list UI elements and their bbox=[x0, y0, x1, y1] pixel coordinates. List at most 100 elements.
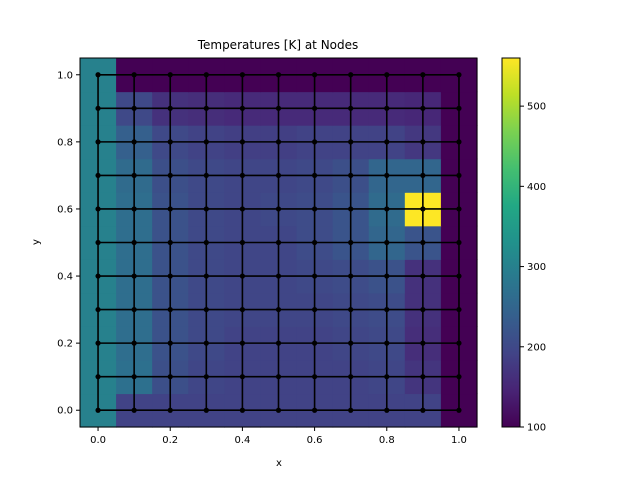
mesh-node bbox=[203, 105, 209, 111]
mesh-node bbox=[384, 340, 390, 346]
mesh-node bbox=[203, 139, 209, 145]
mesh-node bbox=[311, 273, 318, 279]
mesh-node bbox=[456, 340, 462, 346]
mesh-node bbox=[239, 306, 246, 313]
mesh-node bbox=[275, 407, 282, 413]
mesh-node bbox=[275, 273, 282, 279]
mesh-node bbox=[275, 340, 282, 346]
mesh-node bbox=[203, 239, 209, 246]
mesh-node bbox=[348, 273, 354, 279]
mesh-node bbox=[384, 105, 390, 111]
mesh-node bbox=[348, 407, 354, 413]
axes: 0.0 0.2 0.4 0.6 0.8 1.0 0.0 0.2 0.4 0.6 0.8 1.0 bbox=[57, 57, 478, 446]
mesh-node bbox=[131, 306, 137, 313]
mesh-node bbox=[384, 139, 390, 145]
mesh-node bbox=[131, 172, 137, 179]
mesh-node bbox=[239, 407, 246, 413]
mesh-node bbox=[384, 306, 390, 313]
mesh-node bbox=[239, 139, 246, 145]
mesh-node bbox=[239, 172, 246, 179]
mesh-node bbox=[456, 172, 462, 179]
mesh-node bbox=[167, 139, 173, 145]
mesh-node bbox=[203, 306, 209, 313]
mesh-node bbox=[95, 239, 101, 246]
mesh-node bbox=[95, 374, 101, 380]
colorbar-tick-label: 100 bbox=[527, 423, 546, 434]
mesh-node bbox=[203, 273, 209, 279]
mesh-node bbox=[167, 206, 173, 212]
mesh-node bbox=[384, 273, 390, 279]
mesh-node bbox=[348, 239, 354, 246]
mesh-node bbox=[420, 306, 426, 313]
mesh-node bbox=[420, 340, 426, 346]
colorbar-bar bbox=[501, 57, 521, 428]
mesh-node bbox=[167, 273, 173, 279]
mesh-node bbox=[95, 172, 101, 179]
y-tick-label: 0.8 bbox=[57, 137, 73, 148]
mesh-node bbox=[95, 72, 101, 78]
mesh-node bbox=[311, 72, 318, 78]
mesh-node bbox=[456, 139, 462, 145]
mesh-node bbox=[456, 105, 462, 111]
mesh-node bbox=[131, 72, 137, 78]
mesh-node bbox=[95, 407, 101, 413]
mesh-node bbox=[167, 105, 173, 111]
mesh-node bbox=[456, 374, 462, 380]
mesh-node bbox=[275, 139, 282, 145]
mesh-node bbox=[348, 139, 354, 145]
colorbar-tick-label: 500 bbox=[527, 102, 546, 113]
mesh-node bbox=[456, 407, 462, 413]
mesh-node bbox=[348, 206, 354, 212]
mesh-node bbox=[456, 72, 462, 78]
mesh-node bbox=[131, 273, 137, 279]
x-tick-label: 1.0 bbox=[451, 435, 467, 446]
mesh-node bbox=[167, 340, 173, 346]
plot-frame bbox=[79, 57, 478, 428]
colorbar-tick-label: 300 bbox=[527, 262, 546, 273]
mesh-node bbox=[420, 374, 426, 380]
mesh-node bbox=[239, 105, 246, 111]
mesh-node bbox=[131, 206, 137, 212]
mesh-node bbox=[239, 340, 246, 346]
mesh-node bbox=[167, 407, 173, 413]
mesh-node bbox=[348, 105, 354, 111]
mesh-node bbox=[167, 72, 173, 78]
y-tick-label: 0.2 bbox=[57, 339, 73, 350]
mesh-node bbox=[275, 72, 282, 78]
mesh-node bbox=[384, 206, 390, 212]
mesh-node bbox=[167, 172, 173, 179]
mesh-node bbox=[384, 407, 390, 413]
mesh-node bbox=[456, 239, 462, 246]
mesh-node bbox=[203, 72, 209, 78]
mesh-node bbox=[275, 239, 282, 246]
mesh-node bbox=[239, 273, 246, 279]
mesh-node bbox=[131, 105, 137, 111]
mesh-node bbox=[95, 340, 101, 346]
y-tick-label: 1.0 bbox=[57, 70, 73, 81]
mesh-node bbox=[311, 105, 318, 111]
mesh-node bbox=[203, 206, 209, 212]
y-axis-label: y bbox=[31, 239, 42, 245]
mesh-node bbox=[239, 206, 246, 212]
mesh-node bbox=[348, 306, 354, 313]
mesh-node bbox=[275, 306, 282, 313]
mesh-node bbox=[239, 239, 246, 246]
mesh-node bbox=[275, 374, 282, 380]
mesh-node bbox=[311, 306, 318, 313]
mesh-node bbox=[420, 206, 426, 212]
mesh-node bbox=[167, 306, 173, 313]
x-tick-label: 0.8 bbox=[379, 435, 395, 446]
mesh-node bbox=[131, 374, 137, 380]
mesh-node bbox=[348, 374, 354, 380]
x-tick-label: 0.2 bbox=[162, 435, 178, 446]
mesh-node bbox=[348, 172, 354, 179]
mesh-node bbox=[384, 172, 390, 179]
colorbar-tick-label: 200 bbox=[527, 342, 546, 353]
mesh-node bbox=[275, 206, 282, 212]
y-tick-label: 0.4 bbox=[57, 272, 73, 283]
mesh-node bbox=[275, 172, 282, 179]
colorbar: 100 200 300 400 500 bbox=[501, 57, 546, 434]
mesh-node bbox=[95, 139, 101, 145]
mesh-node bbox=[203, 374, 209, 380]
